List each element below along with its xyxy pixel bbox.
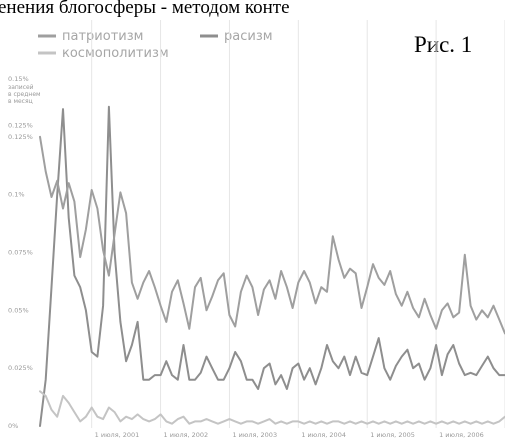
cropped-header-text: енения блогосферы - методом конте [0,0,290,18]
legend-label-patriotism: патриотизм [62,29,143,44]
figure-label: Рис. 1 [414,32,472,57]
series-line-1 [39,105,505,427]
y-tick-label-3: 0.1% [8,191,25,199]
y-unit-line-2: в среднем [8,91,41,98]
y-unit-line-3: в месяц [8,98,33,105]
x-tick-label-3: 1 июля, 2004 [301,431,346,439]
x-axis: 1 июля, 2001 1 июля, 2002 1 июля, 2003 1 ию… [95,431,484,439]
y-tick-label-2: 0.125% [8,133,33,141]
y-tick-label-7: 0% [8,422,18,430]
y-tick-label-0: 0.15% [8,75,29,83]
legend-label-cosmopolitanism: космополитизм [62,46,169,61]
x-tick-label-0: 1 июля, 2001 [95,431,140,439]
x-tick-label-4: 1 июля, 2005 [370,431,415,439]
y-axis-unit: записей в среднем в месяц [8,84,41,105]
legend-label-racism: расизм [224,29,273,44]
series-line-0 [39,135,505,335]
gridlines [91,20,505,428]
y-tick-label-5: 0.05% [8,306,29,314]
y-axis: 0.15% 0.125% 0.125% 0.1% 0.075% 0.05% 0.025% 0% [8,75,33,430]
y-unit-line-1: записей [8,84,34,91]
series-line-2 [39,390,505,425]
legend: патриотизм расизм космополитизм [38,29,273,61]
y-tick-label-6: 0.025% [8,364,33,372]
x-tick-label-2: 1 июля, 2003 [232,431,277,439]
x-tick-label-1: 1 июля, 2002 [164,431,209,439]
y-tick-label-1: 0.125% [8,121,33,129]
x-tick-label-5: 1 июля, 2006 [439,431,484,439]
y-tick-label-4: 0.075% [8,249,33,257]
plot-area [39,105,505,427]
